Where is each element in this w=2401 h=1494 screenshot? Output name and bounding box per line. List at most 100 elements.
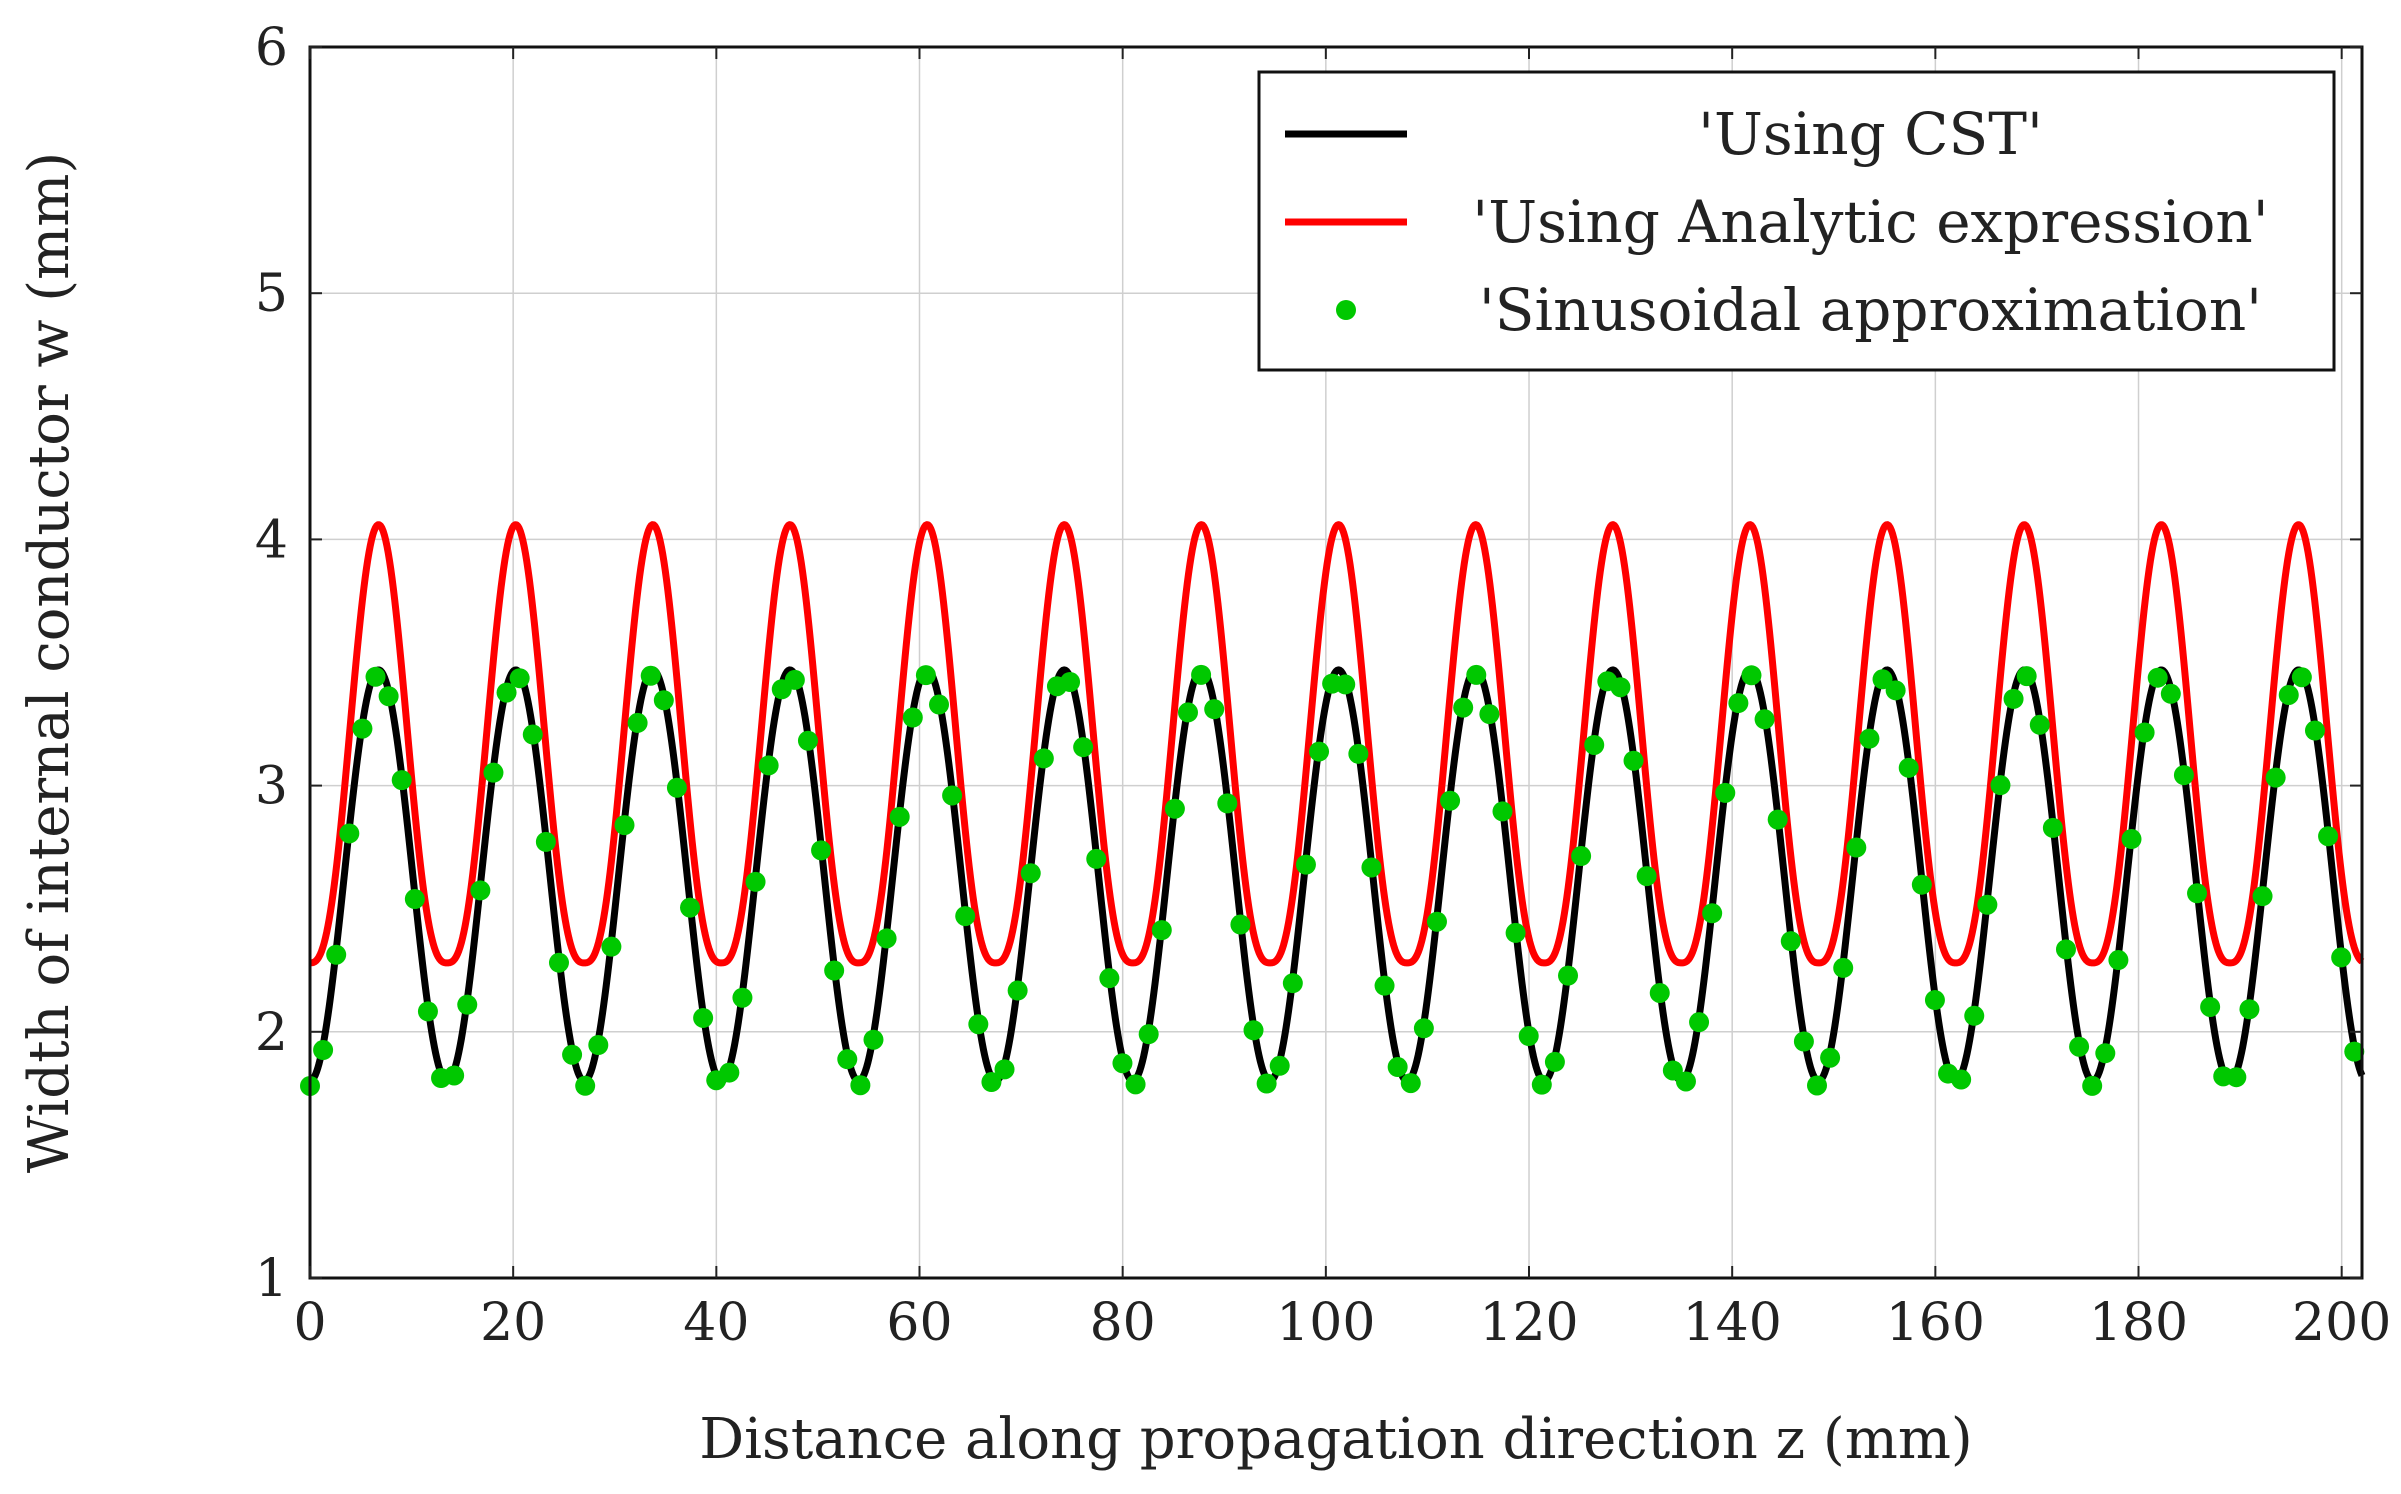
sinusoidal-point <box>1033 748 1054 769</box>
sinusoidal-point <box>1859 728 1880 749</box>
sinusoidal-point <box>2239 999 2260 1020</box>
sinusoidal-point <box>548 952 569 973</box>
sinusoidal-point <box>1885 680 1906 701</box>
sinusoidal-point <box>1767 809 1788 830</box>
sinusoidal-point <box>1125 1074 1146 1095</box>
sinusoidal-point <box>1977 894 1998 915</box>
sinusoidal-point <box>2069 1036 2090 1057</box>
sinusoidal-point <box>1531 1074 1552 1095</box>
sinusoidal-point <box>666 777 687 798</box>
sinusoidal-point <box>1164 798 1185 819</box>
sinusoidal-point <box>1544 1051 1565 1072</box>
x-tick-label: 200 <box>2292 1293 2391 1353</box>
sinusoidal-point <box>850 1075 871 1096</box>
sinusoidal-point <box>1675 1071 1696 1092</box>
sinusoidal-point <box>1256 1073 1277 1094</box>
x-tick-label: 140 <box>1683 1293 1782 1353</box>
sinusoidal-point <box>1413 1018 1434 1039</box>
sinusoidal-point <box>1374 975 1395 996</box>
sinusoidal-point <box>2331 947 2352 968</box>
sinusoidal-point <box>313 1040 334 1061</box>
sinusoidal-point <box>929 694 950 715</box>
sinusoidal-point <box>1086 848 1107 869</box>
sinusoidal-point <box>1741 665 1762 686</box>
sinusoidal-point <box>391 770 412 791</box>
sinusoidal-point <box>837 1049 858 1070</box>
sinusoidal-point <box>417 1001 438 1022</box>
sinusoidal-point <box>824 960 845 981</box>
ticks: 0 20 40 60 80 100 120 140 160 180 200 1 2 3 4 5 6 <box>255 18 2391 1353</box>
x-tick-label: 60 <box>886 1293 952 1353</box>
sinusoidal-point <box>2252 886 2273 907</box>
sinusoidal-point <box>1951 1069 1972 1090</box>
sinusoidal-point <box>968 1014 989 1035</box>
sinusoidal-point <box>732 987 753 1008</box>
sinusoidal-point <box>653 690 674 711</box>
sinusoidal-point <box>1662 1060 1683 1081</box>
sinusoidal-point <box>627 712 648 733</box>
sinusoidal-point <box>575 1075 596 1096</box>
sinusoidal-point <box>1177 702 1198 723</box>
sinusoidal-point <box>2134 722 2155 743</box>
sinusoidal-point <box>2082 1075 2103 1096</box>
x-tick-label: 40 <box>683 1293 749 1353</box>
sinusoidal-point <box>640 665 661 686</box>
sinusoidal-point <box>1558 965 1579 986</box>
sinusoidal-point <box>2187 883 2208 904</box>
sinusoidal-point <box>797 730 818 751</box>
sinusoidal-point <box>496 682 517 703</box>
sinusoidal-point <box>1426 911 1447 932</box>
sinusoidal-point <box>2173 765 2194 786</box>
sinusoidal-point <box>1361 857 1382 878</box>
sinusoidal-point <box>1846 837 1867 858</box>
sinusoidal-point <box>1728 693 1749 714</box>
sinusoidal-point <box>2226 1067 2247 1088</box>
sinusoidal-point <box>444 1065 465 1086</box>
sinusoidal-point <box>1911 874 1932 895</box>
sinusoidal-point <box>1807 1075 1827 1096</box>
sinusoidal-point <box>1020 863 1041 884</box>
sinusoidal-point <box>693 1007 714 1028</box>
sinusoidal-point <box>1230 914 1251 935</box>
sinusoidal-point <box>1492 801 1513 822</box>
sinusoidal-point <box>2278 684 2299 705</box>
sinusoidal-point <box>483 762 504 783</box>
sinusoidal-point <box>915 665 936 686</box>
sinusoidal-point <box>1518 1026 1539 1047</box>
y-axis-label: Width of internal conductor w (mm) <box>17 152 82 1173</box>
sinusoidal-point <box>378 686 399 707</box>
sinusoidal-point <box>1243 1020 1264 1041</box>
sinusoidal-point <box>326 944 347 965</box>
sinusoidal-point <box>2055 939 2076 960</box>
sinusoidal-point <box>1754 709 1775 730</box>
plot-frame <box>308 45 2364 1280</box>
sinusoidal-point <box>1440 790 1461 811</box>
sinusoidal-point <box>981 1072 1002 1093</box>
sinusoidal-point <box>942 785 963 806</box>
sinusoidal-point <box>719 1062 740 1083</box>
sinusoidal-point <box>457 994 478 1015</box>
y-tick-label: 2 <box>255 1003 288 1063</box>
sinusoidal-point <box>562 1044 583 1065</box>
sinusoidal-point <box>352 718 373 739</box>
sinusoidal-point <box>863 1029 884 1050</box>
sinusoidal-point <box>2265 767 2286 788</box>
sinusoidal-point <box>1636 866 1657 887</box>
x-tick-label: 160 <box>1886 1293 1985 1353</box>
sinusoidal-point <box>470 880 491 901</box>
sinusoidal-point <box>2160 683 2181 704</box>
sinusoidal-point <box>1479 704 1500 725</box>
sinusoidal-point <box>1073 737 1094 758</box>
sinusoidal-point <box>2291 667 2312 688</box>
sinusoidal-point <box>1833 957 1854 978</box>
sinusoidal-point <box>1204 699 1225 720</box>
sinusoidal-point <box>1099 968 1120 989</box>
x-tick-label: 180 <box>2089 1293 2188 1353</box>
sinusoidal-point <box>1924 990 1945 1011</box>
sinusoidal-point <box>1387 1057 1408 1078</box>
sinusoidal-point <box>1138 1024 1159 1045</box>
sinusoidal-point <box>811 840 832 861</box>
y-tick-label: 3 <box>255 757 288 817</box>
sinusoidal-point <box>1191 664 1212 685</box>
series-layer <box>300 521 2366 1096</box>
